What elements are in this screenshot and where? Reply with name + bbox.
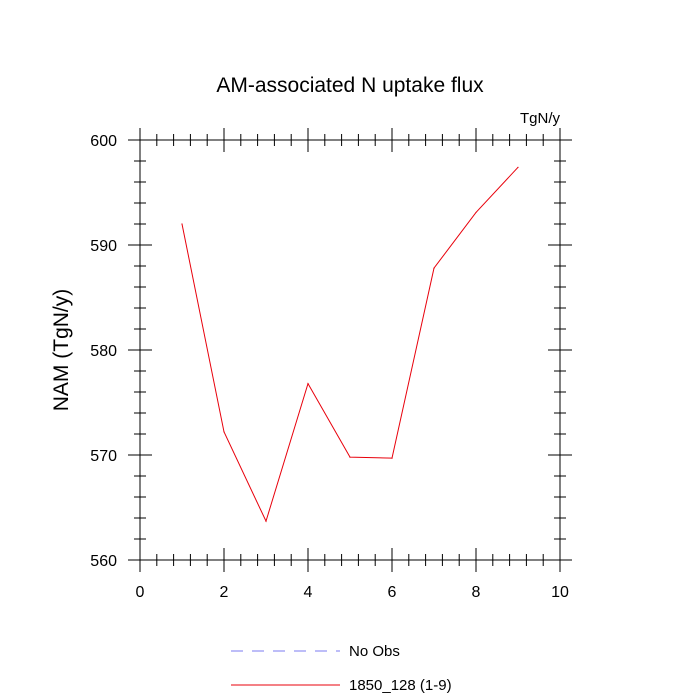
x-tick-label: 2 <box>220 584 229 601</box>
x-tick-labels: 0 2 4 6 8 10 <box>136 584 569 601</box>
legend-label: No Obs <box>349 643 400 660</box>
data-point <box>349 456 351 458</box>
data-point <box>475 211 477 214</box>
series-lines <box>181 166 519 523</box>
series-line <box>181 166 519 523</box>
y-axis-label: NAM (TgN/y) <box>50 289 73 412</box>
units-label: TgN/y <box>520 110 561 127</box>
data-point <box>433 267 435 269</box>
data-point <box>517 166 519 168</box>
x-tick-label: 8 <box>472 584 481 601</box>
data-point <box>307 383 309 385</box>
y-tick-label: 570 <box>90 448 117 465</box>
data-point <box>265 520 267 522</box>
y-tick-label: 600 <box>90 133 117 150</box>
x-tick-label: 10 <box>551 584 569 601</box>
plot-frame <box>139 139 561 561</box>
major-ticks <box>128 128 572 572</box>
legend-label: 1850_128 (1-9) <box>349 677 452 694</box>
x-tick-label: 0 <box>136 584 145 601</box>
chart-title: AM-associated N uptake flux <box>216 74 484 97</box>
data-point <box>391 457 393 459</box>
y-tick-label: 560 <box>90 553 117 570</box>
data-point <box>181 223 183 225</box>
y-tick-label: 580 <box>90 343 117 360</box>
x-tick-label: 4 <box>304 584 313 601</box>
series-points <box>181 166 519 522</box>
y-tick-labels: 560 570 580 590 600 <box>90 133 117 570</box>
minor-ticks <box>134 134 566 566</box>
legend: No Obs 1850_128 (1-9) <box>231 643 452 694</box>
y-tick-label: 590 <box>90 238 117 255</box>
data-point <box>223 431 225 433</box>
x-tick-label: 6 <box>388 584 397 601</box>
